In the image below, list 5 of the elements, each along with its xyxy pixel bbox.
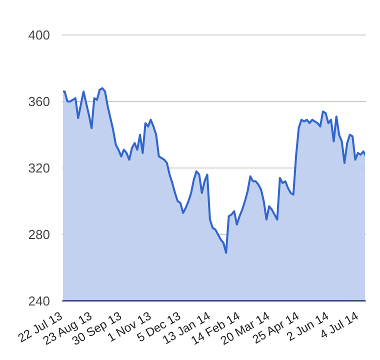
y-tick-label: 400	[28, 28, 50, 43]
y-tick-label: 280	[28, 227, 50, 242]
y-tick-label: 360	[28, 94, 50, 110]
y-tick-label: 320	[28, 160, 50, 176]
y-tick-label: 240	[28, 294, 50, 309]
